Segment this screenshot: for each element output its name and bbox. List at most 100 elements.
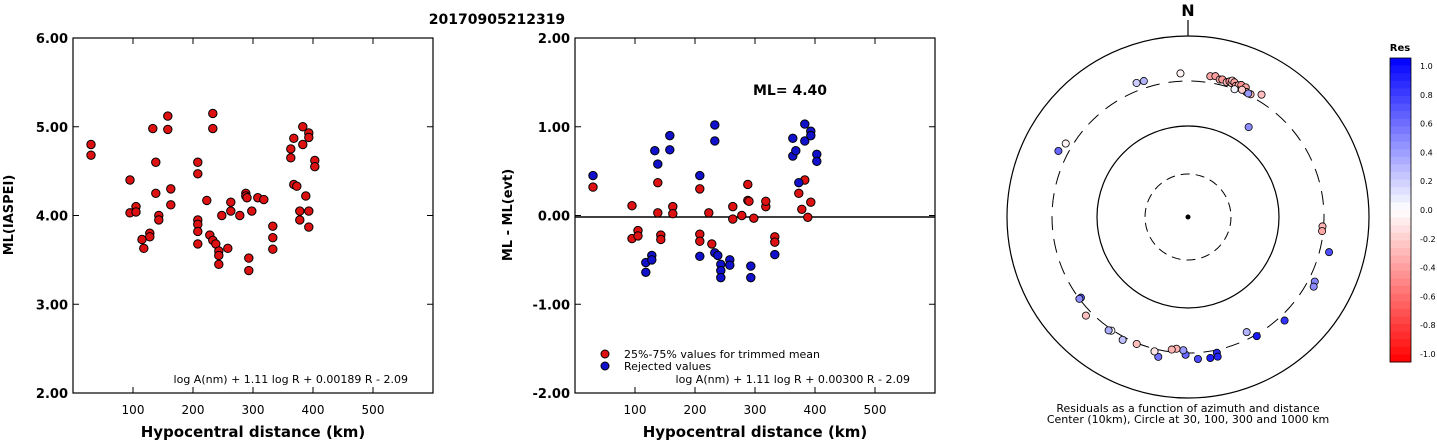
x-tick-label: 100: [122, 403, 145, 417]
station-point: [1132, 78, 1141, 87]
data-point: [166, 184, 176, 194]
data-point: [737, 210, 747, 221]
data-point: [286, 153, 296, 163]
data-point: [193, 157, 203, 167]
magnitude-vs-distance-chart: 2.00 3.00 4.00 5.00 6.00 100 200 300 400 500 ML(…: [2, 32, 434, 441]
colorbar-cell: [1390, 103, 1411, 112]
data-point: [704, 208, 714, 218]
data-point: [713, 250, 723, 261]
data-point: [728, 201, 738, 212]
colorbar-cell: [1390, 179, 1411, 188]
data-point: [797, 204, 807, 214]
colorbar-labels: 1.0 0.8 0.6 0.4 0.2 0.0 -0.2 -0.4 -0.6 -0.8 -1.0: [1420, 62, 1436, 359]
data-point: [788, 133, 798, 143]
data-point: [242, 193, 252, 203]
data-point: [208, 108, 218, 119]
y-tick-label: 1.00: [538, 121, 570, 136]
data-point: [148, 123, 158, 134]
station-point: [1230, 85, 1239, 94]
data-point: [653, 177, 663, 188]
data-point: [710, 136, 720, 146]
colorbar-cell: [1390, 134, 1411, 143]
data-point: [310, 161, 320, 172]
colorbar-cell: [1390, 73, 1411, 82]
data-point: [298, 139, 308, 150]
data-point: [746, 261, 756, 271]
data-point: [137, 234, 147, 245]
colorbar-cell: [1390, 141, 1411, 150]
data-point: [668, 209, 678, 219]
station-point: [1318, 227, 1327, 236]
colorbar-cell: [1390, 194, 1411, 203]
data-point: [244, 253, 254, 263]
data-point: [665, 130, 675, 141]
data-point: [744, 196, 754, 207]
data-point: [791, 146, 801, 156]
station-point: [1213, 352, 1222, 361]
data-point: [301, 191, 311, 201]
y-axis-label: ML - ML(evt): [501, 169, 516, 261]
data-point: [247, 206, 257, 216]
data-point: [226, 206, 236, 216]
data-point: [800, 119, 810, 129]
x-tick-label: 300: [744, 403, 767, 417]
data-point: [770, 237, 780, 247]
data-point: [163, 111, 173, 121]
data-point: [656, 234, 666, 245]
data-point: [653, 159, 663, 169]
x-tick-label: 400: [804, 403, 827, 417]
data-point: [214, 250, 224, 261]
station-point: [1054, 146, 1063, 155]
data-point: [806, 130, 816, 141]
colorbar-cell: [1390, 217, 1411, 226]
data-point: [794, 188, 804, 199]
y-axis-ticks: 2.00 3.00 4.00 5.00 6.00: [36, 32, 433, 402]
data-point: [163, 124, 173, 135]
colorbar-cell: [1390, 149, 1411, 158]
colorbar-cell: [1390, 164, 1411, 173]
data-point: [588, 170, 598, 181]
colorbar-label: -0.6: [1420, 292, 1436, 301]
data-point: [286, 144, 296, 154]
colorbar-label: -0.2: [1420, 235, 1436, 244]
data-point: [647, 255, 657, 265]
data-point: [268, 221, 278, 231]
data-point: [223, 243, 233, 254]
data-point: [304, 132, 314, 143]
station-point: [1167, 345, 1176, 354]
y-tick-label: 4.00: [36, 210, 68, 225]
colorbar-cell: [1390, 255, 1411, 264]
data-point: [633, 231, 643, 241]
data-point: [289, 133, 299, 143]
data-point: [794, 177, 804, 188]
data-point: [166, 200, 176, 210]
x-tick-label: 500: [864, 403, 887, 417]
y-tick-label: 2.00: [36, 387, 68, 402]
data-point: [707, 239, 717, 249]
colorbar-cell: [1390, 263, 1411, 272]
colorbar-cell: [1390, 80, 1411, 89]
colorbar-label: -1.0: [1420, 350, 1436, 359]
data-point: [304, 206, 314, 216]
center-point: [1185, 214, 1191, 220]
colorbar-cell: [1390, 331, 1411, 340]
data-point: [746, 272, 756, 283]
colorbar-cell: [1390, 210, 1411, 219]
y-tick-label: -2.00: [533, 387, 570, 402]
station-point: [1206, 354, 1215, 363]
data-point: [268, 244, 278, 254]
data-point: [761, 196, 771, 207]
data-point: [803, 212, 813, 222]
data-point: [151, 188, 161, 199]
data-point: [812, 156, 822, 167]
colorbar-cell: [1390, 65, 1411, 74]
station-point: [1244, 89, 1253, 98]
colorbar-cell: [1390, 88, 1411, 97]
colorbar-cell: [1390, 278, 1411, 287]
colorbar-cell: [1390, 301, 1411, 310]
colorbar-cell: [1390, 156, 1411, 165]
data-point: [749, 213, 759, 223]
formula-text: log A(nm) + 1.11 log R + 0.00189 R - 2.0…: [174, 373, 408, 386]
colorbar-cell: [1390, 248, 1411, 257]
